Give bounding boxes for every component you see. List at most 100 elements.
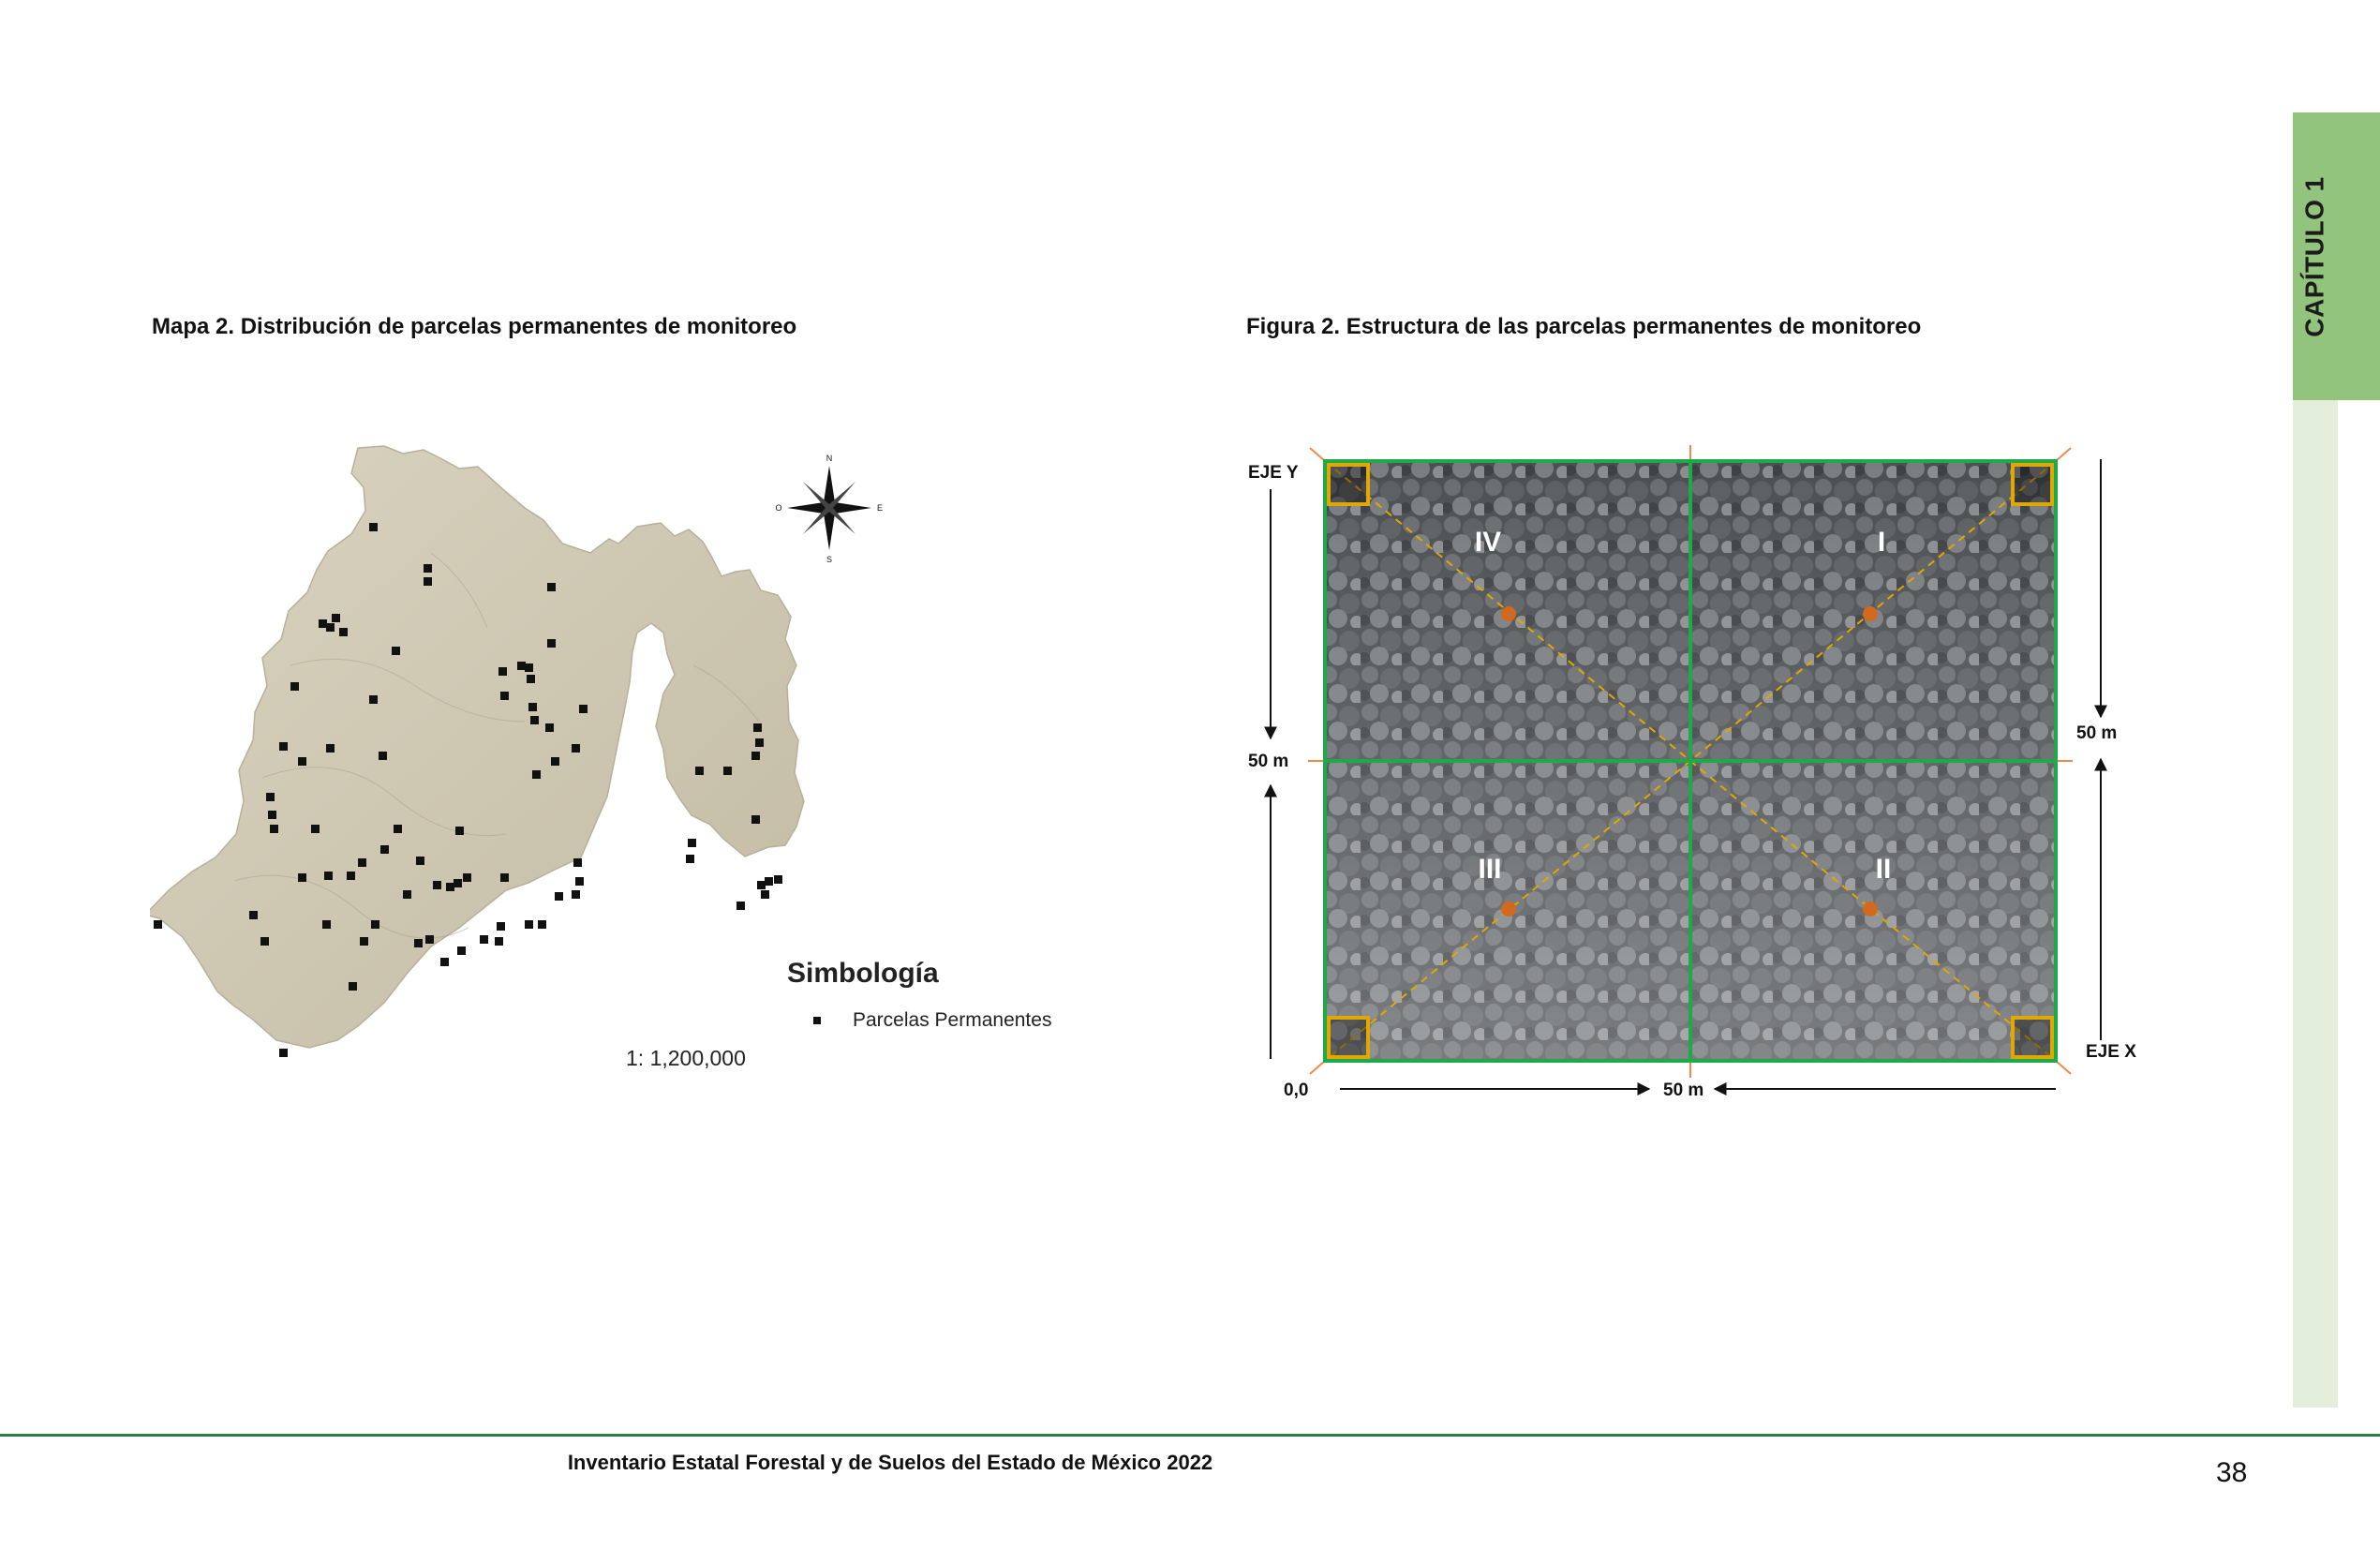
plot-marker (403, 890, 411, 899)
footer-rule (0, 1434, 2380, 1437)
plot-marker (545, 723, 554, 732)
legend-marker (813, 1017, 821, 1024)
plot-marker (260, 937, 269, 946)
plot-marker (268, 811, 276, 819)
chapter-tab-label-wrap: CAPÍTULO 1 (2293, 112, 2338, 400)
plot-marker (455, 827, 464, 835)
eje-x-label: EJE X (2086, 1042, 2136, 1062)
plot-marker (311, 825, 320, 833)
plot-marker (525, 663, 533, 672)
plot-marker (454, 879, 462, 887)
compass-rose-icon: N S E O (775, 454, 883, 564)
plot-marker (392, 647, 400, 655)
plot-marker (530, 716, 539, 724)
plot-marker (425, 935, 434, 944)
corner-subplots (1327, 463, 2054, 1059)
figure-caption: Figura 2. Estructura de las parcelas per… (1246, 314, 1922, 339)
plot-marker (154, 920, 162, 929)
plot-marker (290, 682, 299, 691)
plot-marker (270, 825, 278, 833)
plot-marker (414, 939, 423, 947)
plot-marker (500, 692, 509, 700)
plot-marker (379, 752, 387, 760)
quadrant-i-label: I (1878, 527, 1885, 558)
plot-markers (154, 523, 782, 1057)
plot-marker (326, 623, 335, 632)
chapter-tab-strip (2293, 400, 2338, 1408)
plot-marker (547, 583, 556, 591)
plot-marker (358, 858, 366, 867)
plot-marker (547, 639, 556, 648)
footer-title: Inventario Estatal Forestal y de Suelos … (567, 1451, 1213, 1474)
plot-marker (498, 667, 507, 676)
plot-marker (774, 875, 782, 884)
corner-subplot-se (2011, 1016, 2054, 1059)
plot-marker (339, 628, 348, 636)
plot-marker (279, 742, 288, 751)
plot-marker (322, 920, 331, 929)
plot-marker (573, 858, 582, 867)
plot-marker (551, 757, 559, 766)
quadrant-iv-label: IV (1475, 527, 1501, 558)
corner-subplot-nw (1327, 463, 1370, 506)
plot-marker (298, 757, 306, 766)
legend-title: Simbología (787, 958, 939, 989)
plot-marker (319, 619, 327, 628)
plot-marker (572, 744, 580, 753)
plot-marker (380, 845, 389, 854)
plot-marker (686, 855, 694, 863)
plot-marker (480, 935, 488, 944)
plot-marker (755, 738, 764, 747)
plot-marker (736, 902, 745, 910)
state-outline (150, 445, 805, 1049)
plot-marker (349, 982, 357, 991)
plot-marker (433, 881, 441, 889)
plot-marker (298, 873, 306, 882)
state-map: N S E O Simbología Parcelas Permanentes … (150, 445, 1051, 1070)
plot-marker (532, 770, 541, 779)
plot-marker (369, 695, 378, 704)
plot-marker (517, 662, 526, 670)
plot-marker (371, 920, 379, 929)
plot-marker (360, 937, 368, 946)
chapter-tab-label: CAPÍTULO 1 (2300, 175, 2329, 337)
plot-marker (457, 946, 466, 955)
right-50m-label: 50 m (2076, 723, 2117, 743)
plot-marker (463, 873, 471, 882)
plot-marker (347, 872, 355, 880)
plot-marker (525, 920, 533, 929)
quadrant-iii-label: III (1478, 854, 1501, 885)
plot-structure-figure: IV I III II EJE Y 50 m 50 m EJE X 0,0 50… (1248, 445, 2136, 1100)
plot-marker (424, 577, 432, 586)
axis-ticks (1308, 445, 2073, 1078)
plot-marker (538, 920, 546, 929)
plot-marker (575, 877, 584, 886)
plot-marker (695, 767, 704, 775)
plot-marker (394, 825, 402, 833)
chapter-tab (2293, 112, 2380, 400)
plot-marker (326, 744, 335, 753)
origin-label: 0,0 (1284, 1081, 1308, 1100)
plot-marker (279, 1049, 288, 1057)
quadrant-ii-label: II (1876, 854, 1892, 885)
left-50m-label: 50 m (1248, 752, 1288, 771)
plot-marker (765, 877, 773, 886)
corner-subplot-sw (1327, 1016, 1370, 1059)
plot-marker (527, 675, 535, 683)
compass-s: S (826, 555, 832, 564)
plot-marker (555, 892, 563, 901)
bottom-50m-label: 50 m (1663, 1081, 1703, 1100)
plot-marker (446, 883, 454, 891)
plot-marker (761, 890, 769, 899)
plot-marker (751, 752, 760, 760)
plot-marker (424, 564, 432, 573)
plot-marker (266, 793, 275, 801)
plot-marker (528, 703, 537, 711)
compass-e: E (877, 503, 883, 513)
legend-item: Parcelas Permanentes (853, 1009, 1051, 1031)
plot-marker (497, 922, 505, 931)
plot-marker (572, 890, 580, 899)
plot-marker (500, 873, 509, 882)
dimension-arrows (1264, 459, 2107, 1095)
map-scale: 1: 1,200,000 (626, 1046, 746, 1070)
